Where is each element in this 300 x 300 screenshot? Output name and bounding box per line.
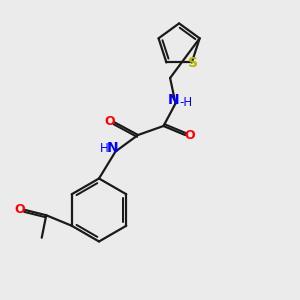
- Text: N: N: [107, 142, 118, 155]
- Text: O: O: [105, 115, 116, 128]
- Text: O: O: [14, 203, 25, 216]
- Text: -H: -H: [179, 95, 193, 109]
- Text: O: O: [184, 129, 195, 142]
- Text: N: N: [168, 93, 180, 107]
- Text: S: S: [188, 56, 198, 70]
- Text: H: H: [100, 142, 109, 155]
